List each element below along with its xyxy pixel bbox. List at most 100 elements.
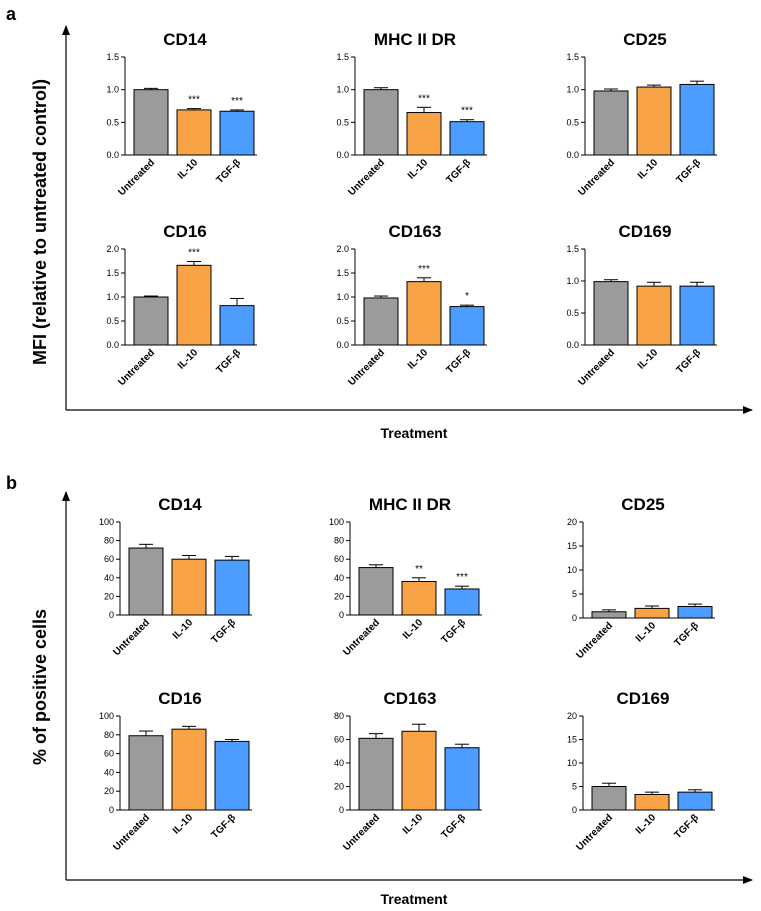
chart-b-cd163: CD163 0 20 40 60 80 Untreated IL-10 TGF-β: [334, 689, 482, 853]
y-tick-label: 80: [334, 536, 344, 546]
category-label: TGF-β: [673, 620, 702, 649]
significance-label: *: [465, 291, 469, 302]
y-tick-label: 80: [104, 730, 114, 740]
bar-il-10: [176, 264, 212, 346]
y-tick-label: 0.0: [336, 150, 349, 160]
bar-il-10: [634, 607, 670, 619]
y-tick-label: 1.5: [336, 268, 349, 278]
bar-untreated: [358, 567, 394, 616]
panel-b-x-label: Treatment: [381, 891, 448, 907]
category-label: IL-10: [171, 617, 196, 642]
bar-tgf-: [444, 588, 480, 616]
chart-b-cd25: CD25 0 5 10 15 20 Untreated IL-10 TGF-β: [567, 495, 715, 661]
bar-untreated: [591, 786, 627, 811]
bar-il-10: [636, 86, 672, 156]
category-label: TGF-β: [675, 347, 704, 376]
chart-a-cd25: CD25 0.0 0.5 1.0 1.5 Untreated IL-10 TGF-β: [566, 30, 717, 198]
category-label: TGF-β: [440, 617, 469, 646]
chart-b-cd14: CD14 0 20 40 60 80 100 Untreated IL-10 TGF-β: [99, 495, 252, 658]
chart-title: CD25: [623, 30, 666, 49]
bar-il-10: [176, 109, 212, 156]
chart-b-cd16: CD16 0 20 40 60 80 100 Untreated IL-10 TGF-β: [99, 689, 252, 853]
y-tick-label: 0.5: [106, 316, 119, 326]
chart-a-cd163: CD163 0.0 0.5 1.0 1.5 2.0 Untreated *** IL-10 * TG…: [336, 222, 487, 388]
panel-letter-b: b: [6, 473, 17, 493]
category-label: IL-10: [634, 620, 659, 645]
y-tick-label: 20: [334, 782, 344, 792]
y-tick-label: 1.5: [106, 52, 119, 62]
bar-il-10: [406, 112, 442, 156]
bar-tgf-: [679, 83, 715, 156]
y-tick-label: 0: [339, 805, 344, 815]
bar-tgf-: [219, 110, 255, 156]
category-label: Untreated: [116, 157, 157, 198]
category-label: TGF-β: [210, 812, 239, 841]
bar-untreated: [593, 90, 629, 156]
y-tick-label: 1.0: [566, 276, 579, 286]
y-tick-label: 1.5: [566, 244, 579, 254]
chart-title: CD16: [158, 689, 201, 708]
y-tick-label: 2.0: [106, 244, 119, 254]
bar-tgf-: [679, 285, 715, 346]
y-tick-label: 0.0: [106, 340, 119, 350]
category-label: Untreated: [576, 157, 617, 198]
chart-title: CD163: [389, 222, 442, 241]
category-label: Untreated: [576, 347, 617, 388]
chart-b-cd169: CD169 0 5 10 15 20 Untreated IL-10 TGF-β: [567, 689, 715, 853]
y-tick-label: 1.0: [106, 85, 119, 95]
chart-title: CD16: [163, 222, 206, 241]
chart-title: CD25: [621, 495, 664, 514]
bar-untreated: [358, 737, 394, 811]
y-tick-label: 100: [329, 517, 344, 527]
y-tick-label: 80: [334, 711, 344, 721]
y-tick-label: 100: [99, 711, 114, 721]
chart-title: CD169: [619, 222, 672, 241]
y-tick-label: 0.5: [106, 117, 119, 127]
bar-il-10: [171, 728, 207, 811]
bar-il-10: [171, 558, 207, 616]
category-label: TGF-β: [210, 617, 239, 646]
y-tick-label: 0: [572, 805, 577, 815]
bar-tgf-: [214, 559, 250, 616]
bar-untreated: [593, 281, 629, 346]
y-tick-label: 0.0: [566, 340, 579, 350]
panel-a-x-label: Treatment: [381, 425, 448, 441]
y-tick-label: 60: [334, 735, 344, 745]
bar-untreated: [128, 547, 164, 616]
y-tick-label: 0.0: [566, 150, 579, 160]
bar-tgf-: [214, 740, 250, 811]
chart-title: CD14: [163, 30, 207, 49]
y-tick-label: 5: [572, 782, 577, 792]
y-tick-label: 1.5: [566, 52, 579, 62]
significance-label: ***: [418, 264, 430, 275]
significance-label: ***: [461, 106, 473, 117]
bar-tgf-: [449, 121, 485, 156]
y-tick-label: 0.5: [566, 308, 579, 318]
y-tick-label: 0: [339, 610, 344, 620]
category-label: Untreated: [111, 617, 152, 658]
y-tick-label: 1.5: [106, 268, 119, 278]
panel-letter-a: a: [6, 4, 17, 24]
y-tick-label: 0.0: [336, 340, 349, 350]
y-tick-label: 40: [334, 573, 344, 583]
category-label: Untreated: [346, 347, 387, 388]
y-tick-label: 0.5: [336, 316, 349, 326]
bar-tgf-: [677, 605, 713, 619]
y-tick-label: 10: [567, 758, 577, 768]
category-label: Untreated: [574, 620, 615, 661]
bar-untreated: [591, 611, 627, 619]
category-label: Untreated: [341, 812, 382, 853]
category-label: Untreated: [111, 812, 152, 853]
y-tick-label: 1.0: [336, 85, 349, 95]
bar-il-10: [636, 285, 672, 346]
y-tick-label: 100: [99, 517, 114, 527]
category-label: IL-10: [171, 812, 196, 837]
y-tick-label: 15: [567, 541, 577, 551]
chart-b-mhc-ii-dr: MHC II DR 0 20 40 60 80 100 Untreated ** IL-10 ***…: [329, 495, 482, 658]
category-label: TGF-β: [445, 157, 474, 186]
y-tick-label: 40: [104, 767, 114, 777]
y-tick-label: 20: [104, 786, 114, 796]
panel-a: a MFI (relative to untreated control) Tr…: [6, 4, 753, 441]
significance-label: **: [415, 564, 423, 575]
